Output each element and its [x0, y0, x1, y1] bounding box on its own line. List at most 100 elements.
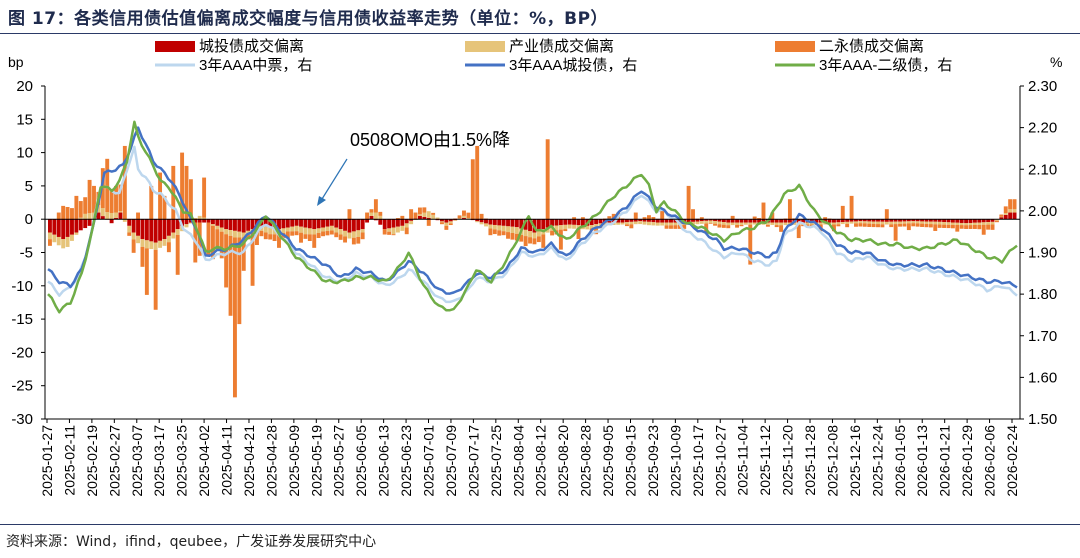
- bar-city: [730, 219, 735, 223]
- bar-perpetual: [488, 228, 493, 236]
- bar-city: [933, 219, 938, 222]
- bar-city: [351, 219, 356, 232]
- bar-industry: [175, 229, 180, 235]
- bar-city: [713, 219, 717, 222]
- bar-industry: [109, 212, 114, 220]
- bar-perpetual: [127, 232, 132, 236]
- x-tick-label: 2026-02-24: [1004, 425, 1020, 497]
- bar-city: [699, 219, 704, 222]
- bar-industry: [422, 212, 427, 217]
- left-tick-label: -25: [11, 378, 33, 395]
- bar-industry: [224, 229, 229, 235]
- bar-perpetual: [884, 209, 889, 220]
- x-tick-label: 2025-09-05: [600, 425, 616, 497]
- bar-perpetual: [325, 231, 330, 236]
- bar-city: [937, 219, 942, 222]
- bar-industry: [356, 230, 361, 237]
- bar-perpetual: [343, 236, 348, 243]
- bar-industry: [735, 222, 740, 225]
- x-tick-label: 2025-06-13: [376, 425, 392, 497]
- bar-industry: [779, 222, 784, 226]
- bar-perpetual: [845, 223, 850, 228]
- bar-city: [708, 219, 713, 221]
- bar-city: [783, 219, 788, 223]
- bar-perpetual: [224, 234, 229, 288]
- bar-perpetual: [409, 209, 414, 220]
- bar-perpetual: [105, 158, 110, 213]
- bar-perpetual: [536, 236, 541, 243]
- bar-perpetual: [131, 239, 136, 253]
- bar-city: [691, 219, 695, 222]
- bar-industry: [184, 224, 189, 228]
- chart-canvas: 城投债成交偏离 产业债成交偏离 二永债成交偏离 3年AAA中票，右 3年AAA城投债，右…: [8, 37, 1062, 497]
- bar-industry: [312, 229, 317, 235]
- x-tick-label: 2025-04-21: [241, 425, 257, 497]
- bar-city: [1012, 212, 1017, 220]
- x-tick-label: 2025-05-09: [286, 425, 302, 497]
- bar-perpetual: [607, 216, 612, 220]
- bar-industry: [87, 213, 92, 220]
- bar-perpetual: [955, 224, 960, 232]
- bar-city: [642, 219, 647, 222]
- bar-city: [210, 219, 215, 225]
- right-tick-label: 1.80: [1028, 286, 1057, 303]
- x-tick-label: 2025-05-27: [331, 425, 347, 497]
- bar-industry: [74, 232, 79, 235]
- bar-industry: [484, 223, 488, 227]
- bar-city: [316, 219, 321, 229]
- bar-perpetual: [166, 242, 171, 253]
- bar-perpetual: [87, 179, 92, 214]
- bar-perpetual: [611, 213, 616, 220]
- bar-city: [752, 219, 757, 223]
- bar-industry: [858, 221, 863, 224]
- bar-series-group: [48, 139, 1017, 398]
- bar-industry: [673, 222, 678, 226]
- bar-perpetual: [497, 230, 502, 236]
- bar-industry: [981, 222, 986, 225]
- bar-perpetual: [136, 212, 140, 220]
- bar-industry: [616, 222, 621, 225]
- right-tick-label: 1.70: [1028, 328, 1057, 345]
- left-tick-label: 0: [25, 211, 33, 228]
- bar-city: [307, 219, 312, 229]
- bar-industry: [647, 221, 651, 226]
- bar-city: [616, 219, 621, 223]
- bar-city: [902, 219, 907, 222]
- bar-city: [611, 219, 616, 223]
- bar-perpetual: [624, 224, 629, 227]
- bar-industry: [937, 221, 942, 225]
- bar-industry: [823, 222, 828, 225]
- bar-industry: [387, 228, 392, 232]
- bar-city: [986, 219, 991, 223]
- annotation-arrowhead: [317, 196, 326, 206]
- chart-title: 图 17：各类信用债估值偏离成交幅度与信用债收益率走势（单位：%，BP）: [8, 8, 609, 29]
- bar-perpetual: [968, 225, 973, 229]
- right-tick-label: 2.20: [1028, 120, 1057, 137]
- bar-perpetual: [924, 223, 929, 228]
- bar-perpetual: [937, 224, 942, 228]
- bar-industry: [840, 222, 845, 225]
- x-tick-label: 2026-01-21: [937, 425, 953, 497]
- bar-city: [624, 219, 629, 223]
- bar-industry: [990, 221, 995, 225]
- bar-city: [228, 219, 233, 231]
- bar-city: [184, 219, 189, 225]
- bar-industry: [479, 222, 484, 225]
- bar-perpetual: [506, 232, 510, 239]
- bar-industry: [942, 222, 947, 225]
- bar-industry: [633, 221, 638, 225]
- bar-industry: [492, 224, 497, 230]
- bar-industry: [695, 221, 700, 225]
- bar-perpetual: [382, 229, 387, 235]
- left-tick-label: -30: [11, 411, 33, 428]
- bar-industry: [166, 235, 171, 243]
- bar-city: [294, 219, 299, 226]
- bar-city: [219, 219, 224, 228]
- bar-industry: [321, 227, 325, 232]
- x-tick-label: 2025-08-04: [510, 425, 526, 497]
- bar-city: [387, 219, 392, 229]
- bar-city: [871, 219, 876, 222]
- bar-city: [56, 219, 61, 237]
- bar-city: [686, 219, 691, 223]
- bar-perpetual: [479, 213, 484, 220]
